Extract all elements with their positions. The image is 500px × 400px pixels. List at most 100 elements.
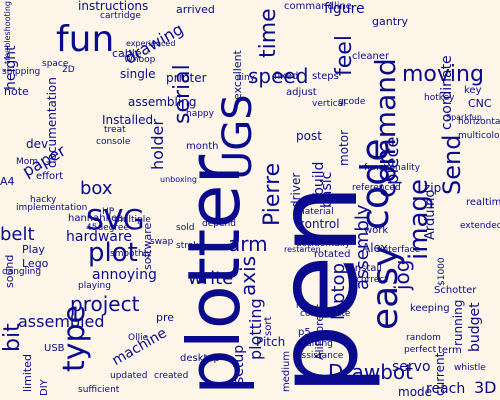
word-Alex: Alex xyxy=(362,241,388,255)
word-2D: 2D xyxy=(62,65,75,75)
word-setup: setup xyxy=(231,344,247,384)
word-SVG: SVG xyxy=(86,203,145,236)
word-documentation: documentation xyxy=(45,77,59,168)
word-USB: USB xyxy=(44,343,65,354)
word-servo: servo xyxy=(392,359,431,375)
word-hannahilea: hannahilea xyxy=(68,213,124,224)
word-printer: printer xyxy=(166,71,207,85)
word-jog: jog xyxy=(390,259,414,291)
word-accidentally: accidentally xyxy=(296,239,351,249)
word-gantry: gantry xyxy=(372,15,409,28)
word-arm: arm xyxy=(228,232,268,256)
word-interface: interface xyxy=(380,245,421,255)
word-Installed2: unboxing xyxy=(160,175,197,184)
word-single: single xyxy=(120,67,156,81)
word-CNC: CNC xyxy=(468,97,492,110)
word-implementation: implementation xyxy=(16,203,88,213)
word-medium: medium xyxy=(281,350,292,392)
word-horizontal: horizontal xyxy=(458,117,500,127)
word-Installed: Installed xyxy=(102,113,154,127)
word-shipping: shipping xyxy=(2,67,41,77)
word-restarten: restarten xyxy=(284,245,321,254)
word-time: time xyxy=(256,8,281,58)
word-3D: 3D xyxy=(474,378,497,397)
word-plot: plot xyxy=(88,238,138,268)
word-happy: happy xyxy=(186,109,214,119)
word-experienced: experienced xyxy=(126,39,176,48)
word-post: post xyxy=(296,129,322,143)
word-functionality: functionality xyxy=(364,163,421,173)
word-assembling: assembling xyxy=(128,95,197,109)
word-box: box xyxy=(80,178,113,199)
word-hacky: hacky xyxy=(30,195,57,205)
word-whistle: whistle xyxy=(454,363,486,373)
word-rotated: rotated xyxy=(314,249,351,260)
word-Ollie: Ollie xyxy=(128,333,149,343)
word-plotting: plotting xyxy=(246,298,265,360)
word-fixed: fixed xyxy=(274,71,299,82)
word-arrived: arrived xyxy=(176,3,215,16)
word-Mom: Mom xyxy=(16,157,39,167)
word-space: space xyxy=(42,59,69,69)
word-Fail: Fail xyxy=(296,301,310,310)
word-vertical: vertical xyxy=(312,99,346,109)
word-work: work xyxy=(364,225,389,236)
word-term: term xyxy=(438,345,462,356)
word-zip: zip xyxy=(424,181,442,195)
word-collaborate: collaborate xyxy=(300,309,351,319)
word-holder: holder xyxy=(148,119,167,170)
word-cleaner: cleaner xyxy=(352,51,390,62)
word-driver: driver xyxy=(289,172,303,208)
word-45degree: 45degree xyxy=(86,223,129,233)
word-dangling: dangling xyxy=(2,267,42,277)
word-extended: extended xyxy=(460,221,500,231)
word-swap: swap xyxy=(150,237,174,247)
word-budget: budget xyxy=(467,302,483,352)
word-troubleshooting: troubleshooting xyxy=(3,1,12,64)
word-build: build xyxy=(311,161,327,196)
word-running: running xyxy=(451,299,465,346)
word-note: note xyxy=(4,85,29,98)
word-steps: steps xyxy=(312,71,339,82)
word-Drawbot: Drawbot xyxy=(328,360,414,384)
word-perfect: perfect xyxy=(404,345,437,355)
word-pre: pre xyxy=(156,311,175,324)
word-Lego: Lego xyxy=(22,257,49,270)
word-moving: moving xyxy=(402,62,484,87)
word-assembled: assembled xyxy=(18,312,105,331)
word-write: write xyxy=(188,268,234,289)
word-commandline: commandline xyxy=(284,1,352,12)
word-Pitch: Pitch xyxy=(256,335,286,349)
word-Pierre: Pierre xyxy=(260,162,285,226)
word-key: key xyxy=(464,85,482,96)
word-Send: Send xyxy=(438,134,466,195)
word-Sparkfun: Sparkfun xyxy=(446,113,482,122)
word-playing: playing xyxy=(78,281,111,291)
word-month: month xyxy=(186,141,219,152)
word-mode: mode xyxy=(398,385,433,399)
word-HP: HP xyxy=(102,207,115,217)
word-cartridge: cartridge xyxy=(100,11,141,21)
word-speed: speed xyxy=(248,64,309,88)
word-Whoop: Whoop xyxy=(124,55,156,65)
word-project: project xyxy=(70,292,140,316)
word-tiny: tiny xyxy=(238,73,256,83)
word-sold: sold xyxy=(176,223,195,233)
word-multiple: multiple xyxy=(114,215,151,225)
word-created: created xyxy=(154,371,189,381)
word-instructions: instructions xyxy=(78,0,149,13)
word-random: random xyxy=(406,333,441,343)
word-updated: updated xyxy=(110,371,148,381)
word-belt: belt xyxy=(0,224,35,245)
word-depend: depend xyxy=(202,219,236,229)
word-reach: reach xyxy=(426,381,466,397)
word-adjust: adjust xyxy=(286,87,317,98)
word-DIY: DIY xyxy=(39,379,50,396)
word-house: house xyxy=(352,377,380,387)
word-limited: limited xyxy=(21,354,34,392)
word-incorrect: incorrect xyxy=(348,275,388,285)
word-sufficient: sufficient xyxy=(78,385,120,395)
word-cable: cable xyxy=(112,47,142,60)
